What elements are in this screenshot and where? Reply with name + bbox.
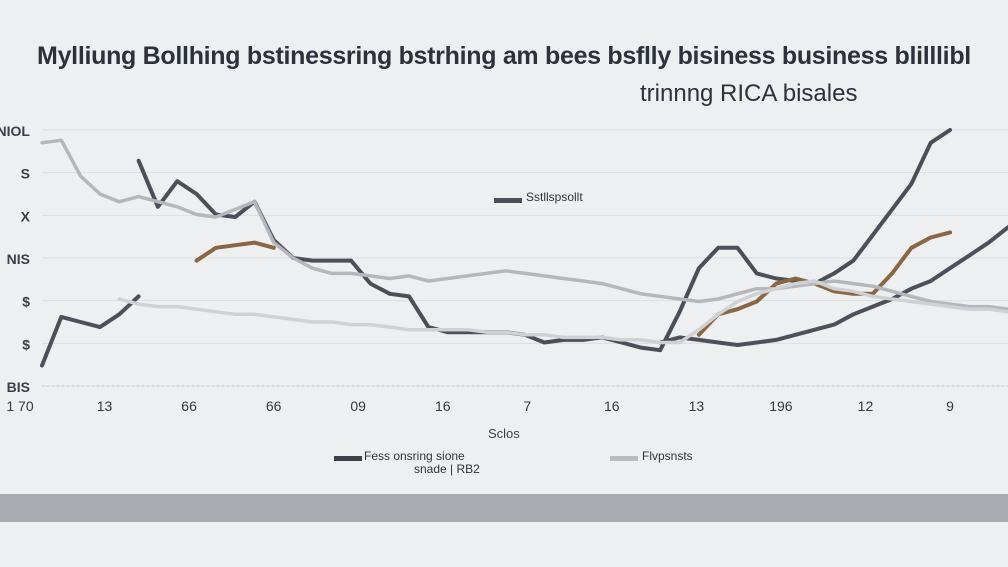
grid-lines bbox=[42, 129, 1008, 387]
x-tick-label: 16 bbox=[435, 398, 451, 414]
x-tick-label: 13 bbox=[97, 398, 113, 414]
series-line-4 bbox=[40, 138, 1008, 311]
series-line-3 bbox=[194, 240, 276, 263]
series-line-2 bbox=[658, 225, 1008, 347]
x-tick-label: 1 70 bbox=[6, 398, 33, 414]
x-axis-label: Sclos bbox=[488, 426, 520, 441]
x-tick-label: 16 bbox=[604, 398, 620, 414]
legend-label: Fess onsring sione snade | RB2 bbox=[364, 449, 480, 476]
series-line-3 bbox=[696, 230, 952, 337]
y-tick-label: NIS bbox=[7, 251, 30, 267]
y-tick-label: S bbox=[21, 166, 30, 182]
y-tick-label: BIS bbox=[7, 379, 30, 395]
y-tick-label: NIOL bbox=[0, 123, 30, 139]
x-tick-label: 7 bbox=[523, 398, 531, 414]
y-tick-label: $ bbox=[22, 336, 30, 352]
series-lines bbox=[40, 128, 1008, 368]
x-tick-label: 66 bbox=[181, 398, 197, 414]
legend-swatch bbox=[494, 198, 522, 203]
y-tick-label: X bbox=[21, 208, 31, 224]
y-axis-ticks: NIOL S X NIS $ $ BIS bbox=[0, 123, 31, 395]
x-tick-label: 09 bbox=[350, 398, 366, 414]
legend: Sstllspsollt Fess onsring sione snade | RB… bbox=[334, 190, 693, 476]
x-tick-label: 66 bbox=[266, 398, 282, 414]
legend-label: Sstllspsollt bbox=[526, 190, 583, 204]
series-line-5 bbox=[117, 279, 1008, 345]
legend-swatch bbox=[334, 456, 362, 461]
legend-swatch bbox=[610, 456, 638, 461]
y-tick-label: $ bbox=[22, 294, 30, 310]
x-tick-label: 9 bbox=[946, 398, 954, 414]
x-tick-label: 196 bbox=[769, 398, 793, 414]
x-tick-label: 12 bbox=[858, 398, 874, 414]
legend-label: Flvpsnsts bbox=[642, 449, 693, 463]
chart-title: Mylliung Bollhing bstinessring bstrhing … bbox=[37, 42, 971, 70]
series-line-2 bbox=[40, 294, 141, 368]
series-line-1 bbox=[136, 128, 952, 353]
x-tick-label: 13 bbox=[689, 398, 705, 414]
x-axis-ticks: 1 70 13 66 66 09 16 7 16 13 196 12 9 bbox=[6, 398, 954, 414]
chart-subtitle: trinnng RICA bisales bbox=[640, 80, 858, 107]
footer-bar bbox=[0, 494, 1008, 522]
